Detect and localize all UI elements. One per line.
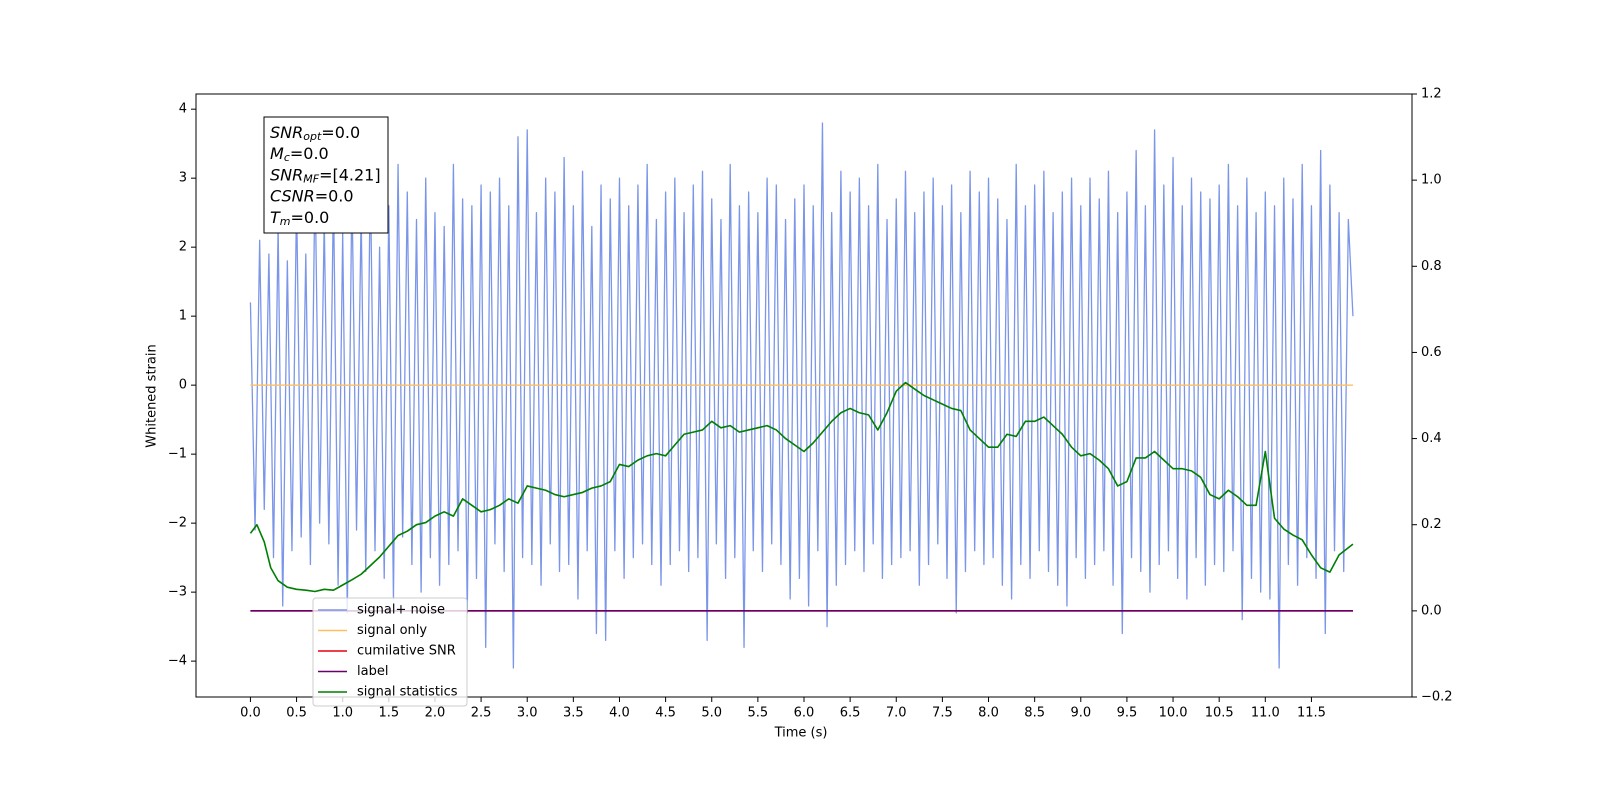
x-tick-label: 0.5 (286, 706, 307, 721)
annotation-value: =0.0 (321, 123, 360, 142)
annotation-name: CSNR (270, 186, 315, 205)
y2-tick-label: 0.6 (1421, 345, 1442, 360)
y2-tick-label: 0.2 (1421, 517, 1442, 532)
annotation-line: Mc=0.0 (270, 144, 329, 165)
y-tick-label: −2 (168, 516, 187, 531)
x-tick-label: 6.5 (840, 706, 861, 721)
annotation-box (263, 116, 389, 234)
x-tick-label: 0.0 (240, 706, 261, 721)
y-tick-label: 1 (179, 309, 187, 324)
x-tick-label: 2.5 (471, 706, 492, 721)
x-tick-label: 9.5 (1117, 706, 1138, 721)
x-tick-label: 2.0 (425, 706, 446, 721)
annotation-value: =0.0 (291, 207, 330, 226)
y-tick-label: −4 (168, 654, 187, 669)
x-tick-label: 11.5 (1297, 706, 1326, 721)
x-tick-label: 9.0 (1070, 706, 1091, 721)
x-tick-label: 1.0 (332, 706, 353, 721)
annotation-sub: m (280, 215, 291, 228)
annotation-name: SNR (270, 165, 303, 184)
annotation-value: =0.0 (290, 144, 329, 163)
annotation-name: SNR (270, 123, 303, 142)
annotation-line: SNRopt=0.0 (270, 123, 360, 144)
x-tick-label: 8.0 (978, 706, 999, 721)
x-tick-label: 7.0 (886, 706, 907, 721)
y-tick-label: 2 (179, 240, 187, 255)
y-tick-label: −3 (168, 585, 187, 600)
x-tick-label: 3.0 (517, 706, 538, 721)
legend-label: signal+ noise (357, 603, 445, 618)
annotation-sub: c (284, 151, 290, 164)
x-tick-label: 3.5 (563, 706, 584, 721)
y-axis-label: Whitened strain (145, 344, 160, 447)
annotation-sub: MF (303, 172, 319, 185)
y2-tick-label: 0.4 (1421, 431, 1442, 446)
annotation-value: =[4.21] (319, 165, 381, 184)
x-tick-label: 5.0 (701, 706, 722, 721)
legend-box (312, 597, 468, 707)
annotation-name: T (270, 207, 281, 226)
annotation-line: CSNR=0.0 (270, 186, 354, 205)
y-tick-label: 4 (179, 102, 187, 117)
y2-tick-label: 1.0 (1421, 173, 1442, 188)
x-tick-label: 6.0 (794, 706, 815, 721)
annotation-name: M (270, 144, 284, 163)
y-tick-label: −1 (168, 447, 187, 462)
x-tick-label: 11.0 (1251, 706, 1280, 721)
y-tick-label: 0 (179, 378, 187, 393)
y2-tick-label: −0.2 (1421, 690, 1453, 705)
annotation-value: =0.0 (315, 186, 354, 205)
annotation-sub: opt (303, 130, 322, 143)
x-tick-label: 1.5 (378, 706, 399, 721)
series-line (249, 381, 1354, 593)
annotation-line: SNRMF=[4.21] (270, 165, 381, 186)
y2-tick-label: 1.2 (1421, 87, 1442, 102)
x-tick-label: 10.0 (1159, 706, 1188, 721)
x-tick-label: 4.0 (609, 706, 630, 721)
y2-tick-label: 0.0 (1421, 603, 1442, 618)
legend-label: signal statistics (357, 685, 458, 700)
y2-tick-label: 0.8 (1421, 259, 1442, 274)
series-line (249, 122, 1354, 669)
legend-label: label (357, 664, 388, 679)
x-tick-label: 10.5 (1205, 706, 1234, 721)
y-tick-label: 3 (179, 171, 187, 186)
x-axis-label: Time (s) (774, 726, 828, 741)
legend-label: signal only (357, 623, 427, 638)
legend-label: cumilative SNR (357, 644, 456, 659)
x-tick-label: 5.5 (748, 706, 769, 721)
annotation-line: Tm=0.0 (270, 207, 329, 228)
x-tick-label: 4.5 (655, 706, 676, 721)
x-tick-label: 7.5 (932, 706, 953, 721)
x-tick-label: 8.5 (1024, 706, 1045, 721)
